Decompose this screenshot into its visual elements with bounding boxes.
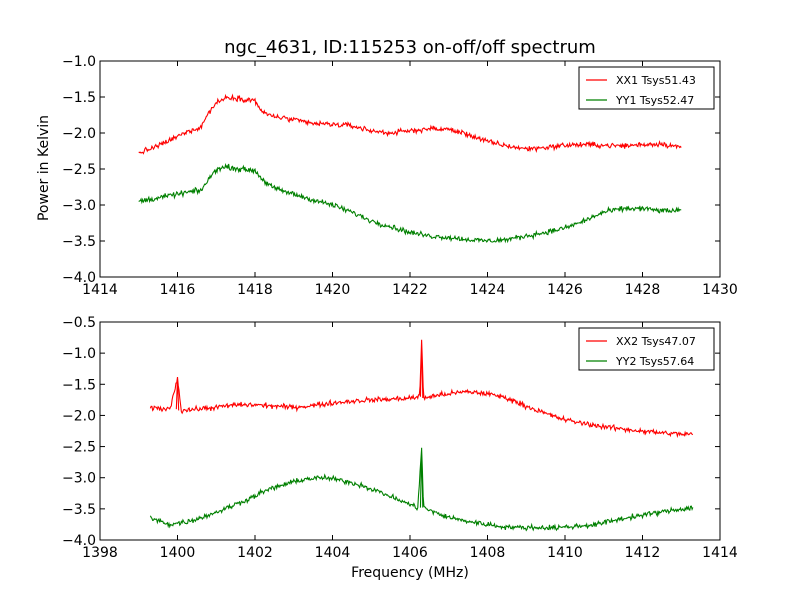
x-tick-label: 1404 — [315, 545, 351, 561]
legend-entry: YY1 Tsys52.47 — [615, 94, 694, 107]
x-tick-label: 1414 — [82, 282, 118, 298]
y-tick-label: −1.0 — [62, 346, 96, 362]
x-tick-label: 1406 — [392, 545, 428, 561]
x-tick-label: 1424 — [470, 282, 506, 298]
legend-box — [578, 327, 715, 371]
y-tick-label: −3.5 — [62, 502, 96, 518]
series-line-2-1 — [149, 339, 694, 439]
x-axis-label: Frequency (MHz) — [351, 565, 469, 581]
bottom-panel: 1398 1400 1402 1404 1406 1408 1410 1412 1414 −4.0… — [62, 315, 738, 561]
legend: XX1 Tsys51.43 YY1 Tsys52.47 — [578, 66, 715, 110]
legend-entry: XX2 Tsys47.07 — [616, 335, 696, 348]
y-tick-label: −2.5 — [62, 440, 96, 456]
x-tick-label: 1420 — [315, 282, 351, 298]
x-tick-label: 1414 — [702, 545, 738, 561]
legend-entry: YY2 Tsys57.64 — [615, 355, 694, 368]
y-tick-label: −1.0 — [62, 54, 96, 70]
x-tick-label: 1418 — [237, 282, 273, 298]
y-tick-label: −3.0 — [62, 471, 96, 487]
series-line-2-2 — [149, 447, 694, 532]
x-tick-label: 1408 — [470, 545, 506, 561]
figure-title: ngc_4631, ID:115253 on-off/off spectrum — [224, 37, 596, 58]
y-tick-label: −1.5 — [62, 377, 96, 393]
x-tick-label: 1412 — [625, 545, 661, 561]
series-line-1-2 — [138, 162, 682, 244]
x-tick-label: 1416 — [160, 282, 196, 298]
y-tick-label: −4.0 — [62, 533, 96, 549]
y-tick-label: −2.0 — [62, 408, 96, 424]
y-axis-label: Power in Kelvin — [36, 115, 52, 221]
x-tick-label: 1422 — [392, 282, 428, 298]
x-tick-label: 1426 — [547, 282, 583, 298]
y-tick-label: −3.0 — [62, 198, 96, 214]
x-tick-label: 1400 — [160, 545, 196, 561]
y-tick-label: −4.0 — [62, 270, 96, 286]
top-panel: 1414 1416 1418 1420 1422 1424 1426 1428 1430 −4.0… — [62, 54, 738, 298]
x-tick-label: 1410 — [547, 545, 583, 561]
legend-box — [578, 66, 715, 110]
x-tick-label: 1430 — [702, 282, 738, 298]
y-tick-label: −2.0 — [62, 126, 96, 142]
legend: XX2 Tsys47.07 YY2 Tsys57.64 — [578, 327, 715, 371]
legend-entry: XX1 Tsys51.43 — [616, 74, 696, 87]
y-tick-label: −1.5 — [62, 90, 96, 106]
x-tick-label: 1428 — [625, 282, 661, 298]
y-tick-label: −2.5 — [62, 162, 96, 178]
x-tick-label: 1398 — [82, 545, 118, 561]
y-tick-label: −3.5 — [62, 234, 96, 250]
y-tick-label: −0.5 — [62, 315, 96, 331]
series-line-1-1 — [138, 93, 682, 155]
x-tick-label: 1402 — [237, 545, 273, 561]
